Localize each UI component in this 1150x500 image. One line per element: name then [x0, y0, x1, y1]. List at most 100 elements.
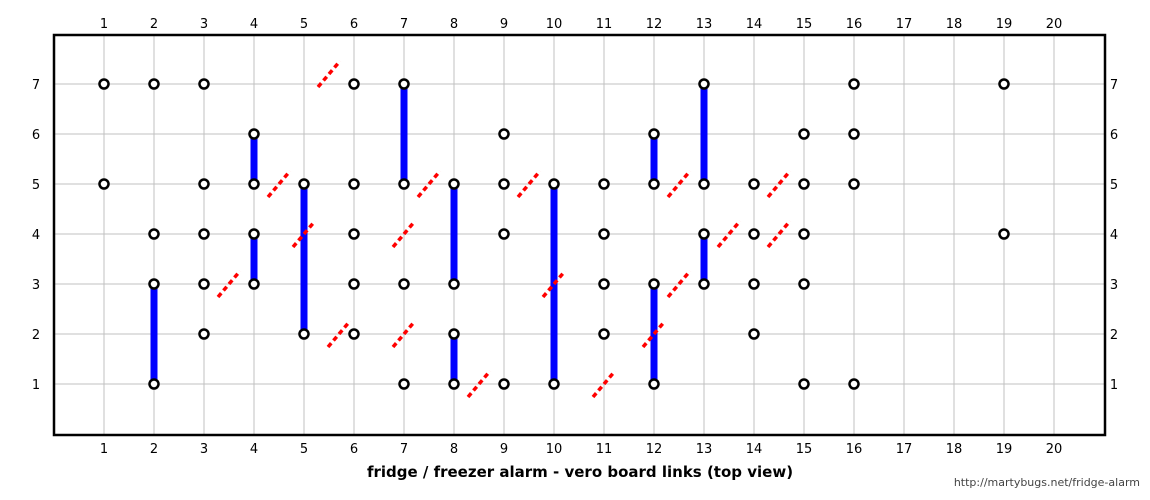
solder-hole — [398, 278, 410, 290]
board-outline — [52, 33, 1107, 437]
solder-hole — [798, 128, 810, 140]
solder-hole — [598, 328, 610, 340]
column-label-bottom: 16 — [846, 442, 863, 457]
solder-hole — [198, 178, 210, 190]
solder-hole — [248, 178, 260, 190]
solder-hole — [648, 178, 660, 190]
solder-hole — [698, 278, 710, 290]
solder-holes — [98, 78, 1010, 390]
column-label-bottom: 5 — [300, 442, 308, 457]
column-label-bottom: 18 — [946, 442, 963, 457]
column-label-bottom: 19 — [996, 442, 1013, 457]
solder-hole — [148, 228, 160, 240]
track-cuts — [216, 59, 792, 399]
solder-hole — [848, 178, 860, 190]
row-labels-left: 1 2 3 4 5 6 7 — [32, 78, 40, 393]
track-cut — [391, 319, 417, 349]
column-label-top: 14 — [746, 17, 763, 32]
track-cut — [326, 319, 352, 349]
track-cut — [766, 219, 792, 249]
solder-hole — [498, 178, 510, 190]
column-label-bottom: 9 — [500, 442, 508, 457]
solder-hole — [798, 228, 810, 240]
solder-hole — [398, 378, 410, 390]
column-label-top: 17 — [896, 17, 913, 32]
row-labels-right: 1 2 3 4 5 6 7 — [1110, 78, 1118, 393]
solder-hole — [448, 328, 460, 340]
row-label-left: 6 — [32, 128, 40, 143]
solder-hole — [648, 128, 660, 140]
credit-url: http://martybugs.net/fridge-alarm — [953, 476, 1140, 489]
row-label-right: 3 — [1110, 278, 1118, 293]
track-cut — [291, 219, 317, 249]
solder-hole — [848, 78, 860, 90]
solder-hole — [748, 278, 760, 290]
column-label-top: 13 — [696, 17, 713, 32]
column-label-bottom: 20 — [1046, 442, 1063, 457]
track-cut — [666, 169, 692, 199]
column-label-bottom: 6 — [350, 442, 358, 457]
column-label-top: 16 — [846, 17, 863, 32]
solder-hole — [598, 228, 610, 240]
row-label-right: 7 — [1110, 78, 1118, 93]
solder-hole — [748, 228, 760, 240]
column-label-bottom: 15 — [796, 442, 813, 457]
row-label-left: 1 — [32, 378, 40, 393]
solder-hole — [348, 328, 360, 340]
solder-hole — [598, 178, 610, 190]
column-label-top: 9 — [500, 17, 508, 32]
track-cut — [641, 319, 667, 349]
solder-hole — [748, 328, 760, 340]
solder-hole — [198, 278, 210, 290]
column-labels-bottom: 1 2 3 4 5 6 7 8 9 10 11 12 13 14 15 16 17 18 19 20 — [100, 442, 1062, 457]
solder-hole — [598, 278, 610, 290]
grid-lines — [54, 35, 1105, 435]
column-label-bottom: 3 — [200, 442, 208, 457]
solder-hole — [298, 328, 310, 340]
solder-hole — [248, 278, 260, 290]
solder-hole — [198, 78, 210, 90]
solder-hole — [148, 278, 160, 290]
column-label-top: 8 — [450, 17, 458, 32]
solder-hole — [548, 178, 560, 190]
column-label-bottom: 10 — [546, 442, 563, 457]
row-label-left: 3 — [32, 278, 40, 293]
column-label-bottom: 7 — [400, 442, 408, 457]
solder-hole — [698, 78, 710, 90]
solder-hole — [448, 178, 460, 190]
column-label-top: 19 — [996, 17, 1013, 32]
solder-hole — [98, 178, 110, 190]
solder-hole — [348, 278, 360, 290]
solder-hole — [498, 228, 510, 240]
solder-hole — [448, 278, 460, 290]
column-label-bottom: 8 — [450, 442, 458, 457]
column-label-top: 5 — [300, 17, 308, 32]
solder-hole — [748, 178, 760, 190]
solder-hole — [848, 128, 860, 140]
column-label-bottom: 17 — [896, 442, 913, 457]
column-label-top: 15 — [796, 17, 813, 32]
column-label-bottom: 2 — [150, 442, 158, 457]
track-cut — [216, 269, 242, 299]
row-label-right: 6 — [1110, 128, 1118, 143]
solder-hole — [498, 128, 510, 140]
solder-hole — [348, 178, 360, 190]
solder-hole — [198, 228, 210, 240]
row-label-right: 2 — [1110, 328, 1118, 343]
column-label-top: 12 — [646, 17, 663, 32]
column-label-top: 4 — [250, 17, 258, 32]
solder-hole — [148, 78, 160, 90]
solder-hole — [348, 228, 360, 240]
track-cut — [666, 269, 692, 299]
column-label-top: 18 — [946, 17, 963, 32]
column-label-top: 11 — [596, 17, 613, 32]
solder-hole — [398, 78, 410, 90]
track-cut — [516, 169, 542, 199]
solder-hole — [448, 378, 460, 390]
solder-hole — [198, 328, 210, 340]
solder-hole — [848, 378, 860, 390]
solder-hole — [798, 378, 810, 390]
row-label-left: 7 — [32, 78, 40, 93]
column-label-top: 2 — [150, 17, 158, 32]
